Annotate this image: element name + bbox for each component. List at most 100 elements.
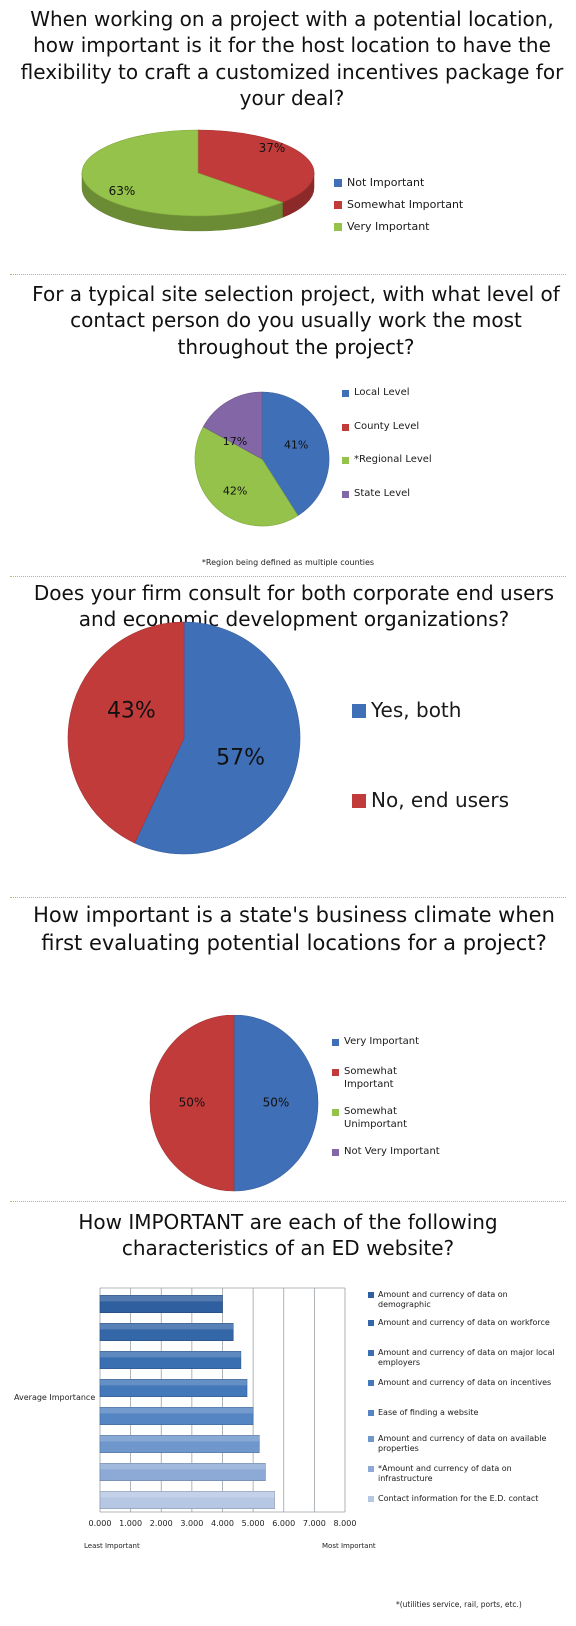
chart5-legend-swatch-5 xyxy=(368,1436,374,1442)
chart2-data-label-2: 42% xyxy=(223,484,247,497)
chart1-legend-label-0: Not Important xyxy=(347,176,425,189)
chart5-bar-highlight-4 xyxy=(100,1407,254,1414)
chart4-legend-item-2: Somewhat Unimportant xyxy=(332,1106,442,1136)
chart4-legend-label-2: Somewhat Unimportant xyxy=(344,1106,408,1130)
chart5-bar-0 xyxy=(99,1295,223,1313)
chart2-legend-item-0: Local Level xyxy=(342,387,452,417)
chart1-data-label-2: 63% xyxy=(109,184,136,198)
chart5-bar-5 xyxy=(99,1435,260,1453)
chart2-legend-label-3: State Level xyxy=(354,488,411,499)
chart5-legend-label-5: Amount and currency of data on available… xyxy=(378,1434,547,1453)
chart2-legend-label-2: *Regional Level xyxy=(354,454,432,465)
chart4-slice-1 xyxy=(149,1015,235,1192)
chart5-legend-label-3: Amount and currency of data on incentive… xyxy=(378,1378,552,1387)
chart3-pie: 57% 43% xyxy=(67,621,301,855)
chart4-pie: 50% 50% xyxy=(149,1015,319,1192)
chart4-legend-label-0: Very Important xyxy=(344,1036,419,1047)
chart4-legend-item-1: Somewhat Important xyxy=(332,1066,442,1096)
chart3-legend: Yes, both No, end users xyxy=(352,698,552,818)
chart4-legend-item-0: Very Important xyxy=(332,1036,442,1066)
chart5-tick-label: 3.000 xyxy=(180,1519,203,1528)
chart5-bar-highlight-3 xyxy=(100,1379,247,1386)
chart3-legend-label-0: Yes, both xyxy=(371,698,462,722)
chart2-legend-item-2: *Regional Level xyxy=(342,454,452,484)
chart5-bar-highlight-1 xyxy=(100,1323,234,1330)
chart5-bar-highlight-2 xyxy=(100,1351,241,1358)
chart5-bar-4 xyxy=(99,1407,254,1425)
chart2-pie: 41% 42% 17% xyxy=(194,391,330,527)
chart2-legend-swatch-3 xyxy=(342,491,349,498)
chart1-legend: Not Important Somewhat Important Very Impo… xyxy=(334,176,554,246)
chart1-legend-swatch-0 xyxy=(334,179,342,187)
chart4-legend-item-3: Not Very Important xyxy=(332,1146,442,1176)
chart2-slice-3 xyxy=(202,391,263,460)
chart5-legend-swatch-3 xyxy=(368,1380,374,1386)
chart3-legend-swatch-1 xyxy=(352,794,366,808)
divider-2 xyxy=(10,576,566,577)
chart5-bar-1 xyxy=(99,1323,234,1341)
chart5-tick-label: 7.000 xyxy=(303,1519,326,1528)
chart1-slice-1 xyxy=(197,129,315,203)
chart2-footnote: *Region being defined as multiple counti… xyxy=(201,558,375,567)
chart5-bar-7 xyxy=(99,1491,275,1509)
chart5-bar-2 xyxy=(99,1351,242,1369)
chart5-footnote: *(utilities service, rail, ports, etc.) xyxy=(396,1600,522,1609)
chart5-legend-label-2: Amount and currency of data on major loc… xyxy=(378,1348,555,1367)
chart3-legend-item-1: No, end users xyxy=(352,788,552,828)
chart5-legend-swatch-2 xyxy=(368,1350,374,1356)
chart3-data-label-1: 43% xyxy=(107,698,156,723)
chart1-legend-item-2: Very Important xyxy=(334,220,544,240)
chart4-legend: Very Important Somewhat Important Somewhat… xyxy=(332,1036,452,1176)
chart3-data-label-0: 57% xyxy=(216,746,265,771)
chart1-data-label-1: 37% xyxy=(259,141,286,155)
chart2-title: For a typical site selection project, wi… xyxy=(32,282,560,359)
chart1-title: When working on a project with a potenti… xyxy=(20,7,564,111)
chart5-tick-label: 8.000 xyxy=(334,1519,357,1528)
chart5-tick-label: 1.000 xyxy=(119,1519,142,1528)
chart5-most-important-label: Most Important xyxy=(322,1542,376,1550)
chart5-bar-highlight-0 xyxy=(100,1295,223,1302)
chart3-legend-swatch-0 xyxy=(352,704,366,718)
chart1-legend-swatch-2 xyxy=(334,223,342,231)
chart4-legend-swatch-1 xyxy=(332,1069,339,1076)
chart2-slice-0 xyxy=(261,391,330,516)
chart2-legend-item-1: County Level xyxy=(342,421,452,451)
divider-3 xyxy=(10,897,566,898)
chart1-legend-label-1: Somewhat Important xyxy=(347,198,464,211)
chart5-least-important-label: Least Important xyxy=(84,1542,140,1550)
chart3-slice-1 xyxy=(67,621,185,844)
divider-4 xyxy=(10,1201,566,1202)
chart1-legend-item-0: Not Important xyxy=(334,176,544,196)
chart4-legend-swatch-3 xyxy=(332,1149,339,1156)
chart4-data-label-0: 50% xyxy=(263,1096,290,1110)
chart1-slice-2 xyxy=(81,129,284,217)
chart1-pie: 37% 63% xyxy=(81,129,315,232)
chart5-tick-label: 2.000 xyxy=(150,1519,173,1528)
chart3-legend-label-1: No, end users xyxy=(371,788,509,812)
chart5-legend: Amount and currency of data on demograph… xyxy=(368,1290,568,1520)
chart4-legend-swatch-0 xyxy=(332,1039,339,1046)
chart5-bar-3 xyxy=(99,1379,248,1397)
chart5-tick-label: 5.000 xyxy=(242,1519,265,1528)
chart4-slice-0 xyxy=(233,1015,319,1192)
chart2-legend-label-1: County Level xyxy=(354,421,420,432)
divider-1 xyxy=(10,274,566,275)
chart2-slice-2 xyxy=(194,426,299,527)
chart5-bar-chart: 0.000 1.000 2.000 3.000 4.000 5.000 6.000 7.000… xyxy=(14,1287,376,1550)
chart4-legend-label-1: Somewhat Important xyxy=(344,1066,397,1090)
chart4-legend-swatch-2 xyxy=(332,1109,339,1116)
chart2-legend: Local Level County Level *Regional Level St… xyxy=(342,387,462,507)
chart5-tick-label: 4.000 xyxy=(211,1519,234,1528)
chart1-legend-item-1: Somewhat Important xyxy=(334,198,544,218)
chart5-legend-label-6: *Amount and currency of data on infrastr… xyxy=(378,1464,512,1483)
chart4-legend-label-3: Not Very Important xyxy=(344,1146,440,1157)
chart3-title: Does your firm consult for both corporat… xyxy=(33,581,555,632)
chart5-legend-label-7: Contact information for the E.D. contact xyxy=(378,1494,539,1503)
chart4-data-label-1: 50% xyxy=(179,1096,206,1110)
chart2-legend-swatch-0 xyxy=(342,390,349,397)
chart2-legend-item-3: State Level xyxy=(342,488,452,518)
chart5-legend-swatch-7 xyxy=(368,1496,374,1502)
chart5-legend-swatch-4 xyxy=(368,1410,374,1416)
chart5-legend-label-0: Amount and currency of data on demograph… xyxy=(378,1290,508,1309)
chart5-legend-label-1: Amount and currency of data on workforce xyxy=(378,1318,550,1327)
